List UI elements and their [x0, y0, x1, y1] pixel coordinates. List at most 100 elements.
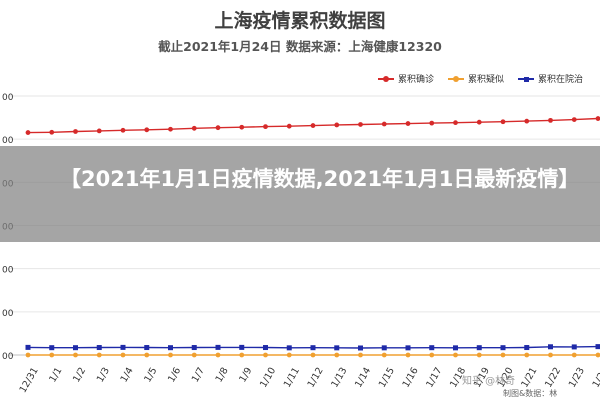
data-point-hospitalized [144, 345, 150, 351]
data-point-confirmed [191, 125, 197, 131]
data-point-hospitalized [453, 345, 458, 351]
y-tick-label: 00 [2, 136, 14, 146]
data-point-suspected [96, 352, 102, 358]
data-point-suspected [144, 352, 150, 358]
data-point-confirmed [571, 117, 577, 123]
data-point-hospitalized [49, 345, 55, 351]
data-point-suspected [168, 352, 173, 358]
x-tick-label: 1/5 [142, 366, 159, 385]
data-point-confirmed [25, 130, 31, 135]
data-point-confirmed [524, 118, 530, 124]
data-point-suspected [429, 352, 435, 358]
data-point-hospitalized [334, 345, 340, 351]
data-point-suspected [73, 352, 78, 358]
x-tick-label: 1/2 [71, 366, 88, 385]
data-point-hospitalized [263, 345, 268, 351]
data-point-suspected [548, 352, 553, 358]
data-point-hospitalized [120, 344, 126, 350]
x-tick-label: 1/12 [306, 366, 326, 390]
chart-subtitle: 截止2021年1月24日 数据来源：上海健康12320 [158, 39, 442, 54]
data-point-suspected [381, 352, 387, 358]
data-point-confirmed [73, 129, 78, 134]
circle-icon [378, 75, 394, 83]
data-point-confirmed [500, 119, 506, 125]
data-point-hospitalized [239, 344, 245, 350]
data-point-hospitalized [548, 344, 553, 350]
data-point-suspected [215, 352, 221, 358]
legend-label: 累积在院治 [538, 75, 584, 85]
y-tick-label: 00 [2, 352, 14, 362]
data-point-suspected [500, 352, 506, 358]
x-tick-label: 1/6 [166, 366, 183, 385]
data-point-suspected [405, 352, 411, 358]
square-icon [518, 75, 535, 83]
data-point-confirmed [381, 121, 387, 127]
data-point-confirmed [453, 120, 458, 126]
x-tick-label: 1/1 [47, 366, 64, 385]
x-tick-label: 1/8 [214, 366, 231, 385]
x-tick-label: 1/24 [591, 366, 600, 390]
x-tick-label: 1/23 [567, 366, 587, 390]
data-point-confirmed [405, 121, 411, 126]
y-tick-label: 00 [2, 93, 14, 103]
x-tick-label: 1/22 [543, 366, 563, 390]
data-point-confirmed [144, 127, 150, 133]
data-point-confirmed [476, 119, 482, 125]
data-point-suspected [334, 352, 340, 358]
data-point-hospitalized [96, 345, 102, 351]
x-tick-label: 1/21 [519, 366, 539, 390]
x-tick-label: 1/14 [353, 366, 373, 390]
data-point-confirmed [286, 123, 292, 129]
data-point-confirmed [215, 125, 221, 131]
x-tick-label: 1/15 [377, 366, 397, 390]
data-point-hospitalized [25, 344, 31, 350]
data-point-confirmed [120, 127, 126, 133]
legend-item-hospitalized: 累积在院治 [518, 72, 583, 85]
data-point-confirmed [96, 128, 102, 134]
y-tick-label: 00 [2, 309, 14, 319]
data-point-suspected [25, 352, 31, 358]
y-tick-label: 00 [2, 266, 14, 276]
data-point-hospitalized [310, 345, 316, 351]
data-point-suspected [571, 352, 577, 358]
data-point-hospitalized [500, 345, 506, 351]
data-point-confirmed [334, 122, 340, 128]
circle-icon [448, 75, 465, 83]
chart-title: 上海疫情累积数据图 [214, 10, 386, 32]
data-point-hospitalized [215, 344, 221, 350]
x-tick-label: 1/16 [401, 366, 421, 390]
data-point-suspected [263, 352, 268, 358]
chart-legend: 累积确诊 累积疑似 累积在院治 [378, 72, 597, 86]
x-tick-label: 1/10 [258, 366, 278, 390]
x-tick-label: 1/4 [119, 366, 136, 385]
data-point-hospitalized [405, 345, 411, 351]
data-point-confirmed [263, 124, 268, 130]
data-point-confirmed [168, 126, 173, 132]
data-point-confirmed [358, 122, 363, 127]
data-point-hospitalized [73, 345, 78, 351]
data-point-confirmed [49, 129, 55, 135]
article-title-overlay: 【2021年1月1日疫情数据,2021年1月1日最新疫情】 [0, 146, 600, 242]
x-tick-label: 1/7 [190, 366, 207, 385]
x-tick-label: 1/9 [237, 366, 254, 385]
x-tick-label: 1/3 [95, 366, 112, 385]
data-point-suspected [239, 352, 245, 358]
chart-credit: 制图&数据：林 [503, 389, 558, 398]
data-point-suspected [191, 352, 197, 358]
data-point-hospitalized [524, 345, 530, 351]
data-point-suspected [310, 352, 316, 358]
data-point-suspected [286, 352, 292, 358]
data-point-hospitalized [571, 344, 577, 350]
data-point-hospitalized [358, 345, 363, 351]
data-point-hospitalized [476, 345, 482, 351]
x-tick-label: 12/31 [18, 366, 41, 395]
data-point-suspected [453, 352, 458, 358]
watermark: 知乎 @林奇 [462, 376, 516, 387]
data-point-hospitalized [595, 344, 600, 350]
x-tick-label: 1/11 [282, 366, 302, 390]
data-point-hospitalized [381, 345, 387, 351]
data-point-hospitalized [429, 345, 435, 351]
x-tick-label: 1/17 [424, 366, 444, 390]
data-point-hospitalized [191, 345, 197, 351]
data-point-suspected [49, 352, 55, 358]
